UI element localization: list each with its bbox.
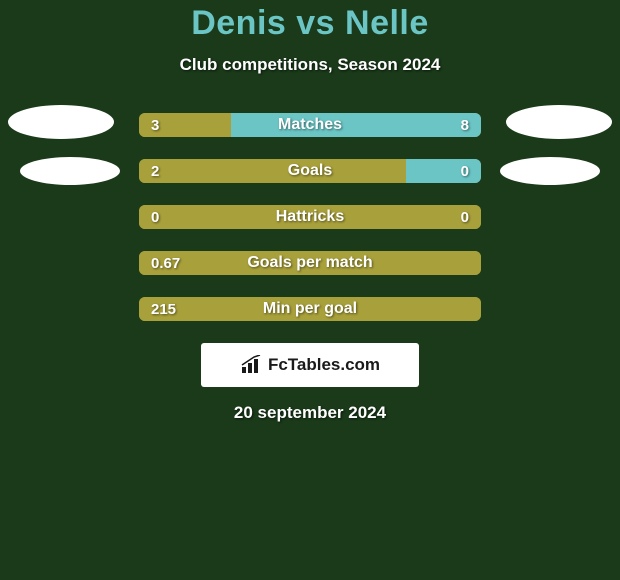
brand-badge[interactable]: FcTables.com <box>201 343 419 387</box>
brand-text: FcTables.com <box>268 355 380 375</box>
footer-date: 20 september 2024 <box>0 403 620 423</box>
stat-label: Goals per match <box>139 254 481 272</box>
stat-label: Min per goal <box>139 300 481 318</box>
page-title: Denis vs Nelle <box>0 4 620 43</box>
stat-label: Matches <box>139 116 481 134</box>
stat-row: 38Matches <box>139 113 481 137</box>
team-right-logo-2 <box>500 157 600 185</box>
stat-row: 00Hattricks <box>139 205 481 229</box>
team-right-logo <box>506 105 612 139</box>
stat-label: Hattricks <box>139 208 481 226</box>
team-left-logo-2 <box>20 157 120 185</box>
stat-rows: 38Matches 20Goals 00Hattricks 0.67Goals per… <box>139 113 481 321</box>
stat-row: 0.67Goals per match <box>139 251 481 275</box>
team-left-logo <box>8 105 114 139</box>
brand-icon <box>240 355 264 375</box>
comparison-card: Denis vs Nelle Club competitions, Season… <box>0 0 620 423</box>
stat-row: 20Goals <box>139 159 481 183</box>
stat-row: 215Min per goal <box>139 297 481 321</box>
stats-area: 38Matches 20Goals 00Hattricks 0.67Goals per… <box>0 113 620 321</box>
stat-label: Goals <box>139 162 481 180</box>
subtitle: Club competitions, Season 2024 <box>0 55 620 75</box>
